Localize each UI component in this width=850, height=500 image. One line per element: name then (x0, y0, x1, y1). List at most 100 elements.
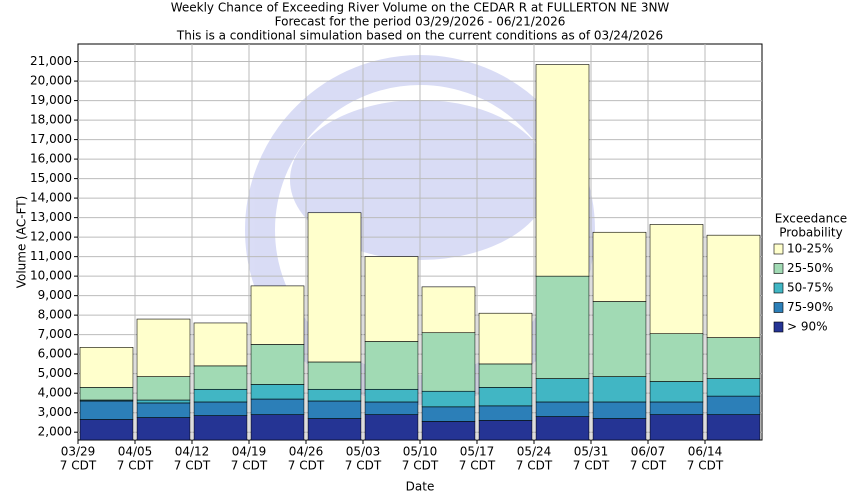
bar-segment (136, 399, 191, 404)
x-tick-label: 04/19 (232, 445, 267, 459)
bar-segment (136, 417, 191, 441)
x-tick-label: 05/03 (346, 445, 381, 459)
legend-swatch (773, 282, 784, 294)
bar-segment (193, 365, 248, 390)
bar-segment (421, 390, 476, 408)
x-tick-label: 06/14 (688, 445, 723, 459)
y-tick-label: 15,000 (30, 171, 72, 185)
legend-swatch (773, 243, 784, 255)
bar-segment (706, 337, 761, 379)
bar-segment (250, 414, 305, 441)
bar-segment (478, 363, 533, 388)
y-tick-label: 6,000 (38, 347, 72, 361)
y-tick-label: 13,000 (30, 210, 72, 224)
bar-segment (79, 419, 134, 441)
legend-label: 25-50% (787, 261, 833, 275)
bar-segment (592, 231, 647, 302)
bar-segment (649, 401, 704, 415)
bar-segment (364, 414, 419, 441)
bar-segment (535, 378, 590, 403)
y-tick-label: 5,000 (38, 366, 72, 380)
bar-segment (706, 234, 761, 338)
bar-segment (250, 344, 305, 385)
legend-swatch (773, 263, 784, 274)
x-tick-label: 04/05 (118, 445, 153, 459)
legend-label: 50-75% (787, 281, 833, 295)
bar-segment (364, 388, 419, 403)
bar-segment (592, 376, 647, 403)
legend-label: > 90% (787, 320, 828, 334)
legend-label: 10-25% (787, 242, 833, 256)
bar-segment (79, 400, 134, 420)
y-tick-label: 3,000 (38, 405, 72, 419)
x-tick-label: 7 CDT (402, 459, 439, 473)
bar-segment (421, 421, 476, 441)
x-tick-label: 7 CDT (459, 459, 496, 473)
bar-segment (535, 401, 590, 417)
y-tick-label: 14,000 (30, 191, 72, 205)
x-tick-label: 06/07 (631, 445, 666, 459)
x-tick-label: 7 CDT (573, 459, 610, 473)
x-tick-label: 7 CDT (345, 459, 382, 473)
x-tick-label: 7 CDT (60, 459, 97, 473)
legend-title: Exceedance (775, 212, 847, 226)
bar-segment (307, 212, 362, 363)
bar-segment (421, 406, 476, 422)
bar-segment (535, 64, 590, 277)
chart-title: Forecast for the period 03/29/2026 - 06/… (275, 15, 566, 29)
bar-segment (250, 285, 305, 345)
y-tick-label: 19,000 (30, 93, 72, 107)
bar-segment (649, 224, 704, 334)
bar-segment (136, 402, 191, 418)
bar-segment (307, 361, 362, 390)
x-tick-label: 05/17 (460, 445, 495, 459)
bar-segment (478, 405, 533, 421)
y-tick-label: 21,000 (30, 54, 72, 68)
y-tick-label: 9,000 (38, 288, 72, 302)
bar-segment (706, 395, 761, 415)
bar-segment (478, 387, 533, 407)
x-tick-label: 7 CDT (687, 459, 724, 473)
x-tick-label: 7 CDT (231, 459, 268, 473)
bar-segment (478, 312, 533, 365)
bar-segment (592, 401, 647, 419)
bar-segment (364, 401, 419, 415)
y-axis-label: Volume (AC-FT) (15, 196, 29, 289)
x-tick-label: 7 CDT (630, 459, 667, 473)
bar-segment (79, 347, 134, 388)
y-tick-label: 10,000 (30, 269, 72, 283)
x-tick-label: 03/29 (61, 445, 96, 459)
y-tick-label: 7,000 (38, 327, 72, 341)
x-axis-label: Date (406, 480, 435, 494)
bar-segment (136, 376, 191, 401)
bar-segment (193, 415, 248, 441)
x-tick-label: 05/24 (517, 445, 552, 459)
bar-segment (364, 341, 419, 390)
legend-swatch (773, 321, 784, 333)
chart-title: Weekly Chance of Exceeding River Volume … (171, 1, 670, 15)
bar-segment (79, 387, 134, 401)
y-tick-label: 11,000 (30, 249, 72, 263)
y-tick-label: 8,000 (38, 308, 72, 322)
y-tick-label: 20,000 (30, 74, 72, 88)
bar-segment (649, 381, 704, 403)
y-tick-label: 18,000 (30, 113, 72, 127)
y-tick-label: 16,000 (30, 152, 72, 166)
x-tick-label: 7 CDT (174, 459, 211, 473)
x-tick-label: 05/31 (574, 445, 609, 459)
bar-segment (592, 301, 647, 377)
legend-label: 75-90% (787, 300, 833, 314)
bar-segment (421, 286, 476, 334)
bar-segment (307, 400, 362, 419)
x-tick-label: 7 CDT (288, 459, 325, 473)
y-tick-label: 4,000 (38, 386, 72, 400)
x-tick-label: 04/26 (289, 445, 324, 459)
bar-segment (193, 322, 248, 367)
bar-segment (649, 333, 704, 382)
bar-segment (592, 418, 647, 441)
bar-segment (478, 420, 533, 441)
bar-segment (307, 418, 362, 441)
x-tick-label: 7 CDT (516, 459, 553, 473)
x-tick-label: 05/10 (403, 445, 438, 459)
bar-segment (706, 414, 761, 441)
